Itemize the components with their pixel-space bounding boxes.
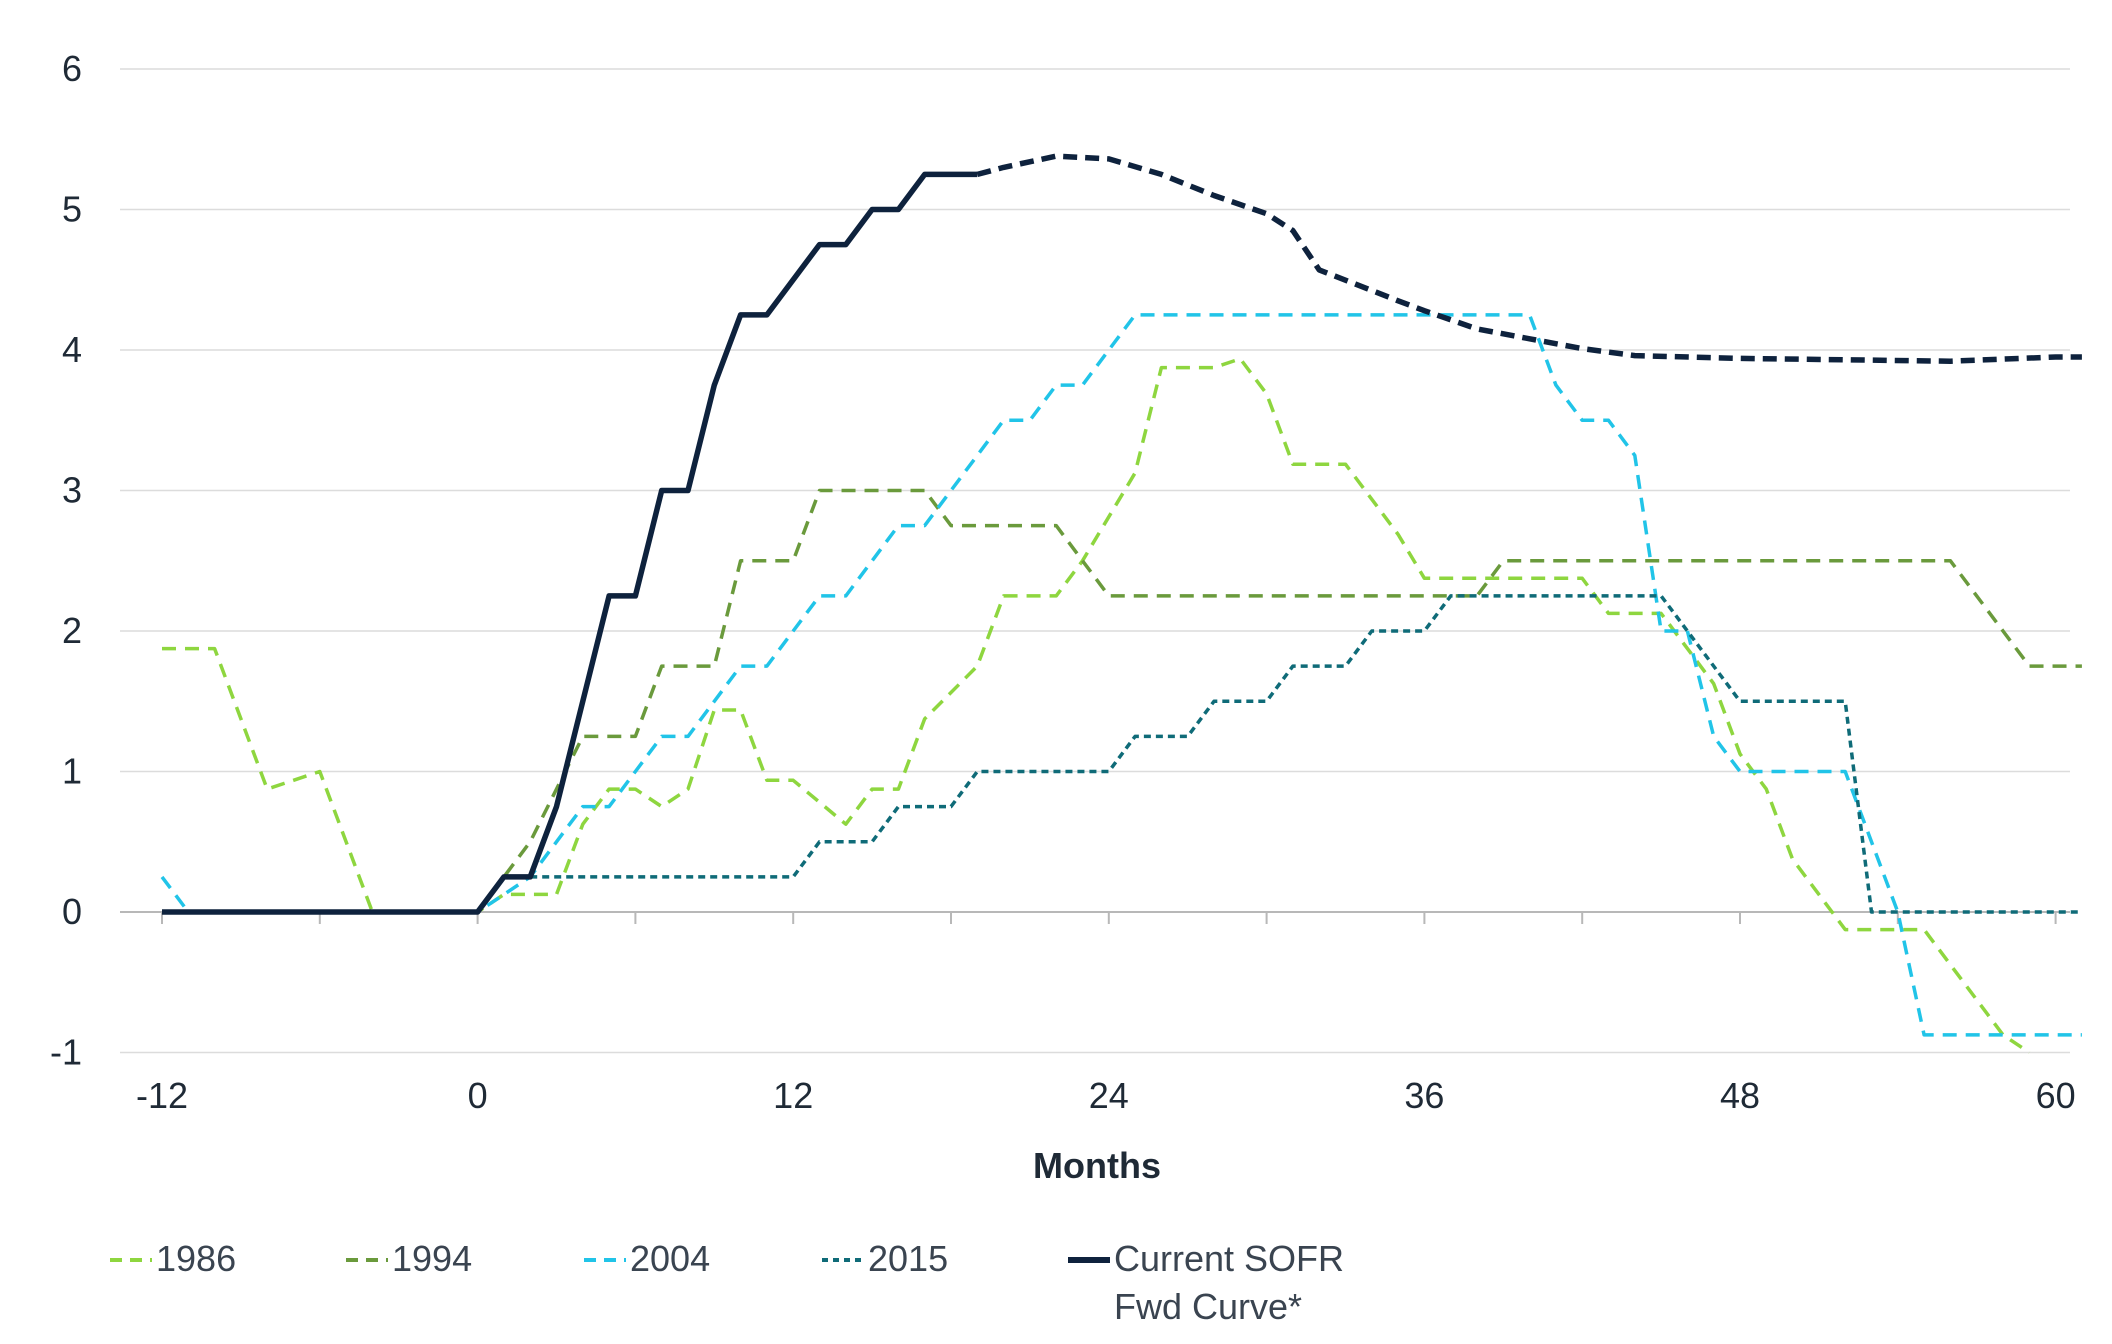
x-axis: -12 0 12 24 36 48 60 <box>120 911 2076 1116</box>
y-tick-label-1: 1 <box>62 751 82 792</box>
legend-label-2004: 2004 <box>630 1238 711 1279</box>
legend-swatch-sofr <box>1068 1257 1110 1263</box>
x-tick-label-60: 60 <box>2036 1075 2076 1116</box>
series-2015-line <box>530 594 2082 914</box>
series-2004-line <box>160 313 2082 1037</box>
legend-item-2004: 2004 <box>584 1235 710 1283</box>
legend-label-1986: 1986 <box>156 1238 237 1279</box>
series-lines <box>160 153 2082 1054</box>
series-current-sofr-fwd-curve-forward-line <box>976 153 2082 364</box>
legend-label-sofr-line2: Fwd Curve* <box>1114 1286 1303 1327</box>
x-tick-label--12: -12 <box>136 1075 188 1116</box>
series-1994-line <box>476 488 2082 914</box>
y-tick-label--1: -1 <box>50 1032 82 1073</box>
legend-swatch-1994 <box>346 1258 388 1262</box>
y-tick-label-6: 6 <box>62 48 82 89</box>
y-tick-label-0: 0 <box>62 891 82 932</box>
legend-swatch-1986 <box>110 1258 152 1262</box>
legend-label-sofr-line1: Current SOFR <box>1114 1238 1345 1279</box>
y-tick-label-3: 3 <box>62 470 82 511</box>
legend-label-sofr: Current SOFR Fwd Curve* <box>1114 1235 1344 1331</box>
y-axis-ticks: 6 5 4 3 2 1 0 -1 <box>50 48 82 1073</box>
legend-label-1994: 1994 <box>392 1238 473 1279</box>
legend-item-sofr: Current SOFR Fwd Curve* <box>1068 1235 1344 1331</box>
x-axis-title: Months <box>1033 1145 1161 1186</box>
legend-swatch-2015 <box>822 1258 864 1262</box>
x-tick-label-48: 48 <box>1720 1075 1760 1116</box>
x-tick-label-0: 0 <box>468 1075 488 1116</box>
y-tick-label-2: 2 <box>62 610 82 651</box>
x-tick-label-36: 36 <box>1404 1075 1444 1116</box>
y-tick-label-4: 4 <box>62 329 82 370</box>
series-current-sofr-fwd-curve-actual-line <box>162 171 978 915</box>
legend-swatch-2004 <box>584 1258 626 1262</box>
series-1986-line <box>162 357 2031 1054</box>
legend: 1986 1994 2004 2015 Current SOFR Fwd Cur… <box>110 1235 2010 1335</box>
legend-item-1994: 1994 <box>346 1235 472 1283</box>
legend-item-1986: 1986 <box>110 1235 236 1283</box>
line-chart: 6 5 4 3 2 1 0 -1 -12 0 12 24 36 48 60 Months <box>50 48 2082 1186</box>
x-tick-label-12: 12 <box>773 1075 813 1116</box>
x-tick-label-24: 24 <box>1089 1075 1129 1116</box>
y-tick-label-5: 5 <box>62 189 82 230</box>
gridlines <box>120 68 2070 1054</box>
legend-item-2015: 2015 <box>822 1235 948 1283</box>
legend-label-2015: 2015 <box>868 1238 949 1279</box>
